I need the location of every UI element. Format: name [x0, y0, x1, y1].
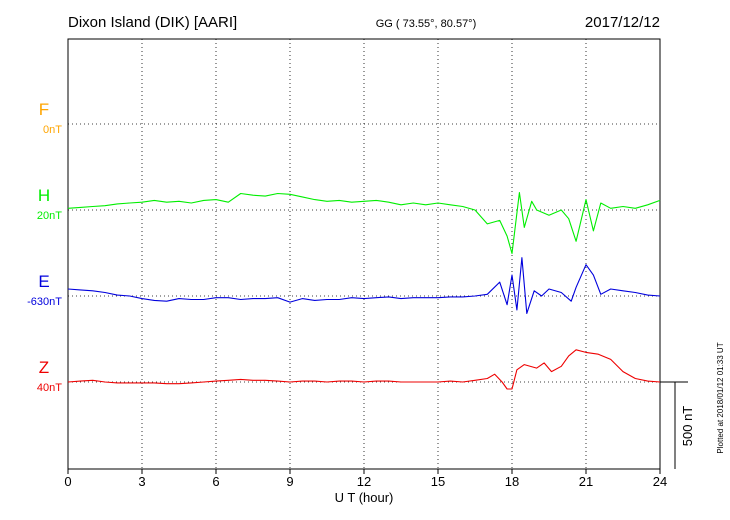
plotted-timestamp: Plotted at 2018/01/12 01:33 UT [716, 342, 725, 453]
trace-e [67, 257, 661, 314]
channel-labels: F 0nT H 20nT E -630nT Z 40nT [27, 100, 62, 394]
x-tick-label: 21 [579, 474, 593, 489]
trace-z [67, 349, 661, 390]
channel-label-h: H [38, 186, 50, 205]
x-tick-label: 15 [431, 474, 445, 489]
channel-baseline-z: 40nT [37, 382, 62, 394]
x-axis-label: U T (hour) [335, 490, 394, 505]
channel-label-z: Z [39, 358, 49, 377]
grid [68, 39, 660, 469]
x-tick-label: 24 [653, 474, 667, 489]
scale-bar: 500 nT [660, 381, 695, 469]
station-title: Dixon Island (DIK) [AARI] [68, 14, 237, 31]
channel-baseline-e: -630nT [27, 296, 62, 308]
traces [67, 192, 661, 390]
x-tick-label: 6 [212, 474, 219, 489]
channel-label-f: F [39, 100, 49, 119]
channel-baseline-h: 20nT [37, 210, 62, 222]
x-tick-label: 18 [505, 474, 519, 489]
date-label: 2017/12/12 [585, 14, 660, 31]
channel-label-e: E [38, 272, 49, 291]
coordinates-label: GG ( 73.55°, 80.57°) [376, 18, 477, 30]
trace-h [67, 192, 661, 255]
x-axis-ticks: 0 3 6 9 12 15 18 21 24 [64, 469, 667, 489]
scale-bar-label: 500 nT [680, 406, 695, 447]
x-tick-label: 3 [138, 474, 145, 489]
x-tick-label: 12 [357, 474, 371, 489]
x-tick-label: 0 [64, 474, 71, 489]
x-tick-label: 9 [286, 474, 293, 489]
channel-baseline-f: 0nT [43, 124, 62, 136]
